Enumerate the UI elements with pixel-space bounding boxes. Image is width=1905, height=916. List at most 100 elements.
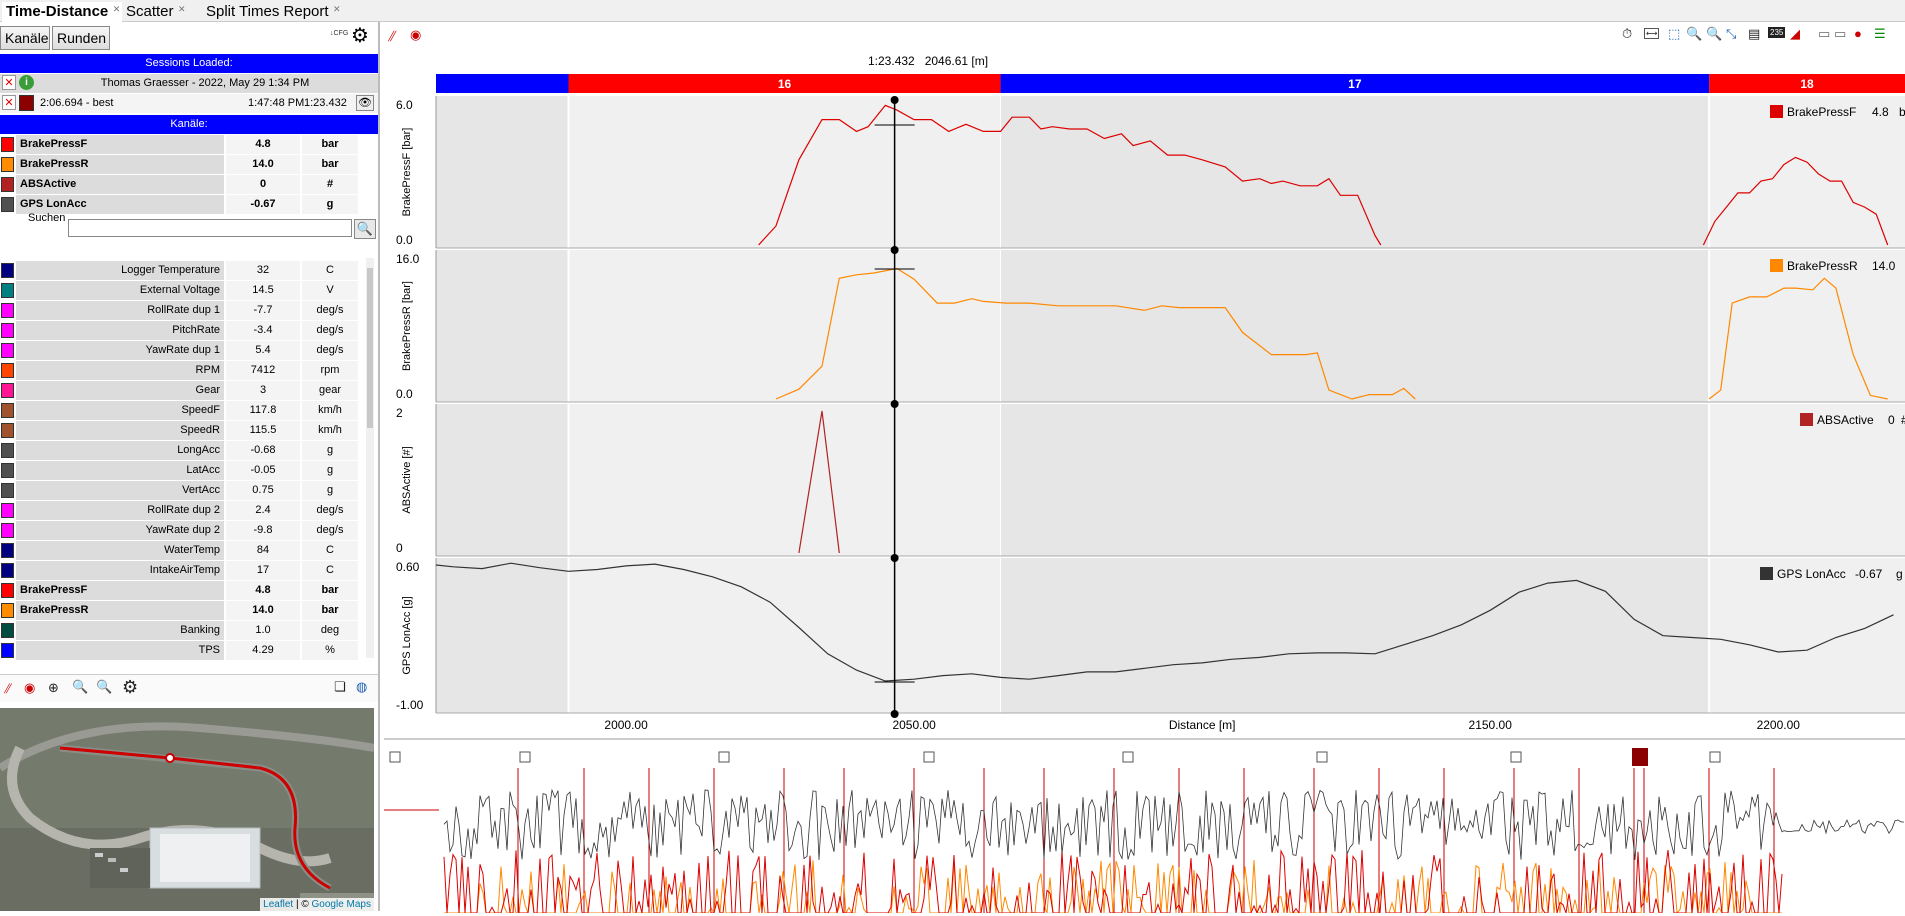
channel-color-swatch[interactable] [1,263,14,278]
pen-icon[interactable]: ⫽ [4,681,10,696]
stopwatch-icon[interactable]: ⏱ [1622,26,1633,41]
lap-checkbox[interactable] [1316,751,1328,763]
channel-row[interactable]: LongAcc -0.68 g [0,441,360,460]
overview-chart[interactable] [384,740,1905,915]
channel-row[interactable]: IntakeAirTemp 17 C [0,561,360,580]
channel-row[interactable]: SpeedF 117.8 km/h [0,401,360,420]
tab-split-times-report[interactable]: Split Times Report ✕ [202,2,343,22]
channel-row[interactable]: VertAcc 0.75 g [0,481,360,500]
eye-icon[interactable]: 👁 [356,95,374,111]
zoom-fit-icon[interactable]: ⤡ [1726,26,1737,41]
zoom-in-icon[interactable]: 🔍 [72,679,89,694]
digital-display-icon[interactable]: 235 [1768,27,1786,38]
channel-color-swatch[interactable] [1,543,14,558]
channel-color-swatch[interactable] [1,303,14,318]
list-icon[interactable]: ☰ [1874,26,1886,41]
zoom-in-icon[interactable]: 🔍 [1686,26,1703,41]
channel-color-swatch[interactable] [1,343,14,358]
sector-bar[interactable] [1000,74,1710,93]
record-icon[interactable]: ◉ [410,27,422,42]
channel-color-swatch[interactable] [1,603,14,618]
window-split-icon[interactable]: ▭ [1834,26,1847,41]
channel-color-swatch[interactable] [1,177,14,192]
gear-icon[interactable]: ⚙ [351,25,369,47]
channel-row[interactable]: Logger Temperature 32 C [0,261,360,280]
channel-color-swatch[interactable] [1,197,14,212]
channel-color-swatch[interactable] [1,363,14,378]
pinned-channel-row[interactable]: GPS LonAcc -0.67 g [0,195,360,214]
channel-color-swatch[interactable] [1,583,14,598]
layers-icon[interactable]: ❏ [334,679,346,694]
sector-bar[interactable] [1709,74,1905,93]
pinned-channel-row[interactable]: BrakePressR 14.0 bar [0,155,360,174]
channel-color-swatch[interactable] [1,463,14,478]
zoom-out-icon[interactable]: 🔍 [96,679,113,694]
channel-color-swatch[interactable] [1,403,14,418]
channel-color-swatch[interactable] [1,623,14,638]
lap-checkbox[interactable] [1510,751,1522,763]
info-icon[interactable]: i [19,75,34,90]
sector-bar[interactable] [568,74,1001,93]
channel-row[interactable]: PitchRate -3.4 deg/s [0,321,360,340]
lap-checkbox[interactable] [923,751,935,763]
pinned-channel-row[interactable]: BrakePressF 4.8 bar [0,135,360,154]
google-maps-link[interactable]: Google Maps [311,899,371,910]
channel-color-swatch[interactable] [1,503,14,518]
remove-session-icon[interactable]: ✕ [2,75,16,90]
color-icon[interactable]: ● [1854,26,1862,41]
channel-row[interactable]: RollRate dup 2 2.4 deg/s [0,501,360,520]
lap-checkbox[interactable] [389,751,401,763]
pinned-channel-row[interactable]: ABSActive 0 # [0,175,360,194]
tab-scatter[interactable]: Scatter ✕ [122,2,188,22]
channel-row[interactable]: Gear 3 gear [0,381,360,400]
cursor-handle[interactable] [890,96,899,104]
channel-row[interactable]: RPM 7412 rpm [0,361,360,380]
channel-color-swatch[interactable] [1,383,14,398]
globe-icon[interactable]: ◍ [356,679,368,694]
lap-checkbox[interactable] [1122,751,1134,763]
channel-row[interactable]: BrakePressF 4.8 bar [0,581,360,600]
channels-button[interactable]: Kanäle [0,26,50,50]
lap-checkbox[interactable] [519,751,531,763]
close-icon[interactable]: ✕ [333,4,341,14]
channel-color-swatch[interactable] [1,443,14,458]
channel-color-swatch[interactable] [1,323,14,338]
crosshair-icon[interactable]: ⊕ [48,680,59,695]
channel-color-swatch[interactable] [1,643,14,658]
lap-color-swatch[interactable] [19,95,34,111]
pen-icon[interactable]: ⫽ [388,28,395,44]
record-icon[interactable]: ◉ [24,680,36,695]
remove-lap-icon[interactable]: ✕ [2,95,16,110]
sector-bar[interactable] [436,74,569,93]
channel-row[interactable]: Banking 1.0 deg [0,621,360,640]
laps-button[interactable]: Runden [52,26,110,50]
channel-row[interactable]: YawRate dup 1 5.4 deg/s [0,341,360,360]
channel-row[interactable]: LatAcc -0.05 g [0,461,360,480]
selected-lap-marker[interactable] [1632,748,1648,766]
overview-panel[interactable] [384,738,1905,915]
cursor-handle[interactable] [890,400,899,408]
search-icon[interactable]: 🔍 [354,219,376,239]
cursor-handle[interactable] [890,710,899,718]
channel-row[interactable]: TPS 4.29 % [0,641,360,660]
lap-checkbox[interactable] [1709,751,1721,763]
channel-color-swatch[interactable] [1,283,14,298]
search-input[interactable] [68,219,352,237]
zoom-out-icon[interactable]: 🔍 [1706,26,1723,41]
map-settings-icon[interactable]: ⚙ [122,677,139,697]
channel-color-swatch[interactable] [1,523,14,538]
channel-color-swatch[interactable] [1,563,14,578]
cursor-handle[interactable] [890,246,899,254]
layout-icon[interactable]: ▤ [1748,26,1761,41]
scrollbar-thumb[interactable] [367,268,373,428]
time-distance-chart[interactable]: 16 17 18 6.0 0.0 BrakePressF [bar] BrakePressF… [382,22,1905,742]
tab-time-distance[interactable]: Time-Distance ✕ [2,2,123,22]
channel-row[interactable]: RollRate dup 1 -7.7 deg/s [0,301,360,320]
channel-color-swatch[interactable] [1,483,14,498]
channel-row[interactable]: SpeedR 115.5 km/h [0,421,360,440]
channel-row[interactable]: External Voltage 14.5 V [0,281,360,300]
close-icon[interactable]: ✕ [177,4,186,14]
lap-row[interactable]: ✕ 2:06.694 - best 1:47:48 PM 1:23.432 👁 [0,94,378,113]
session-row[interactable]: ✕ i Thomas Graesser - 2022, May 29 1:34 … [0,74,378,93]
window-icon[interactable]: ▭ [1818,26,1831,41]
